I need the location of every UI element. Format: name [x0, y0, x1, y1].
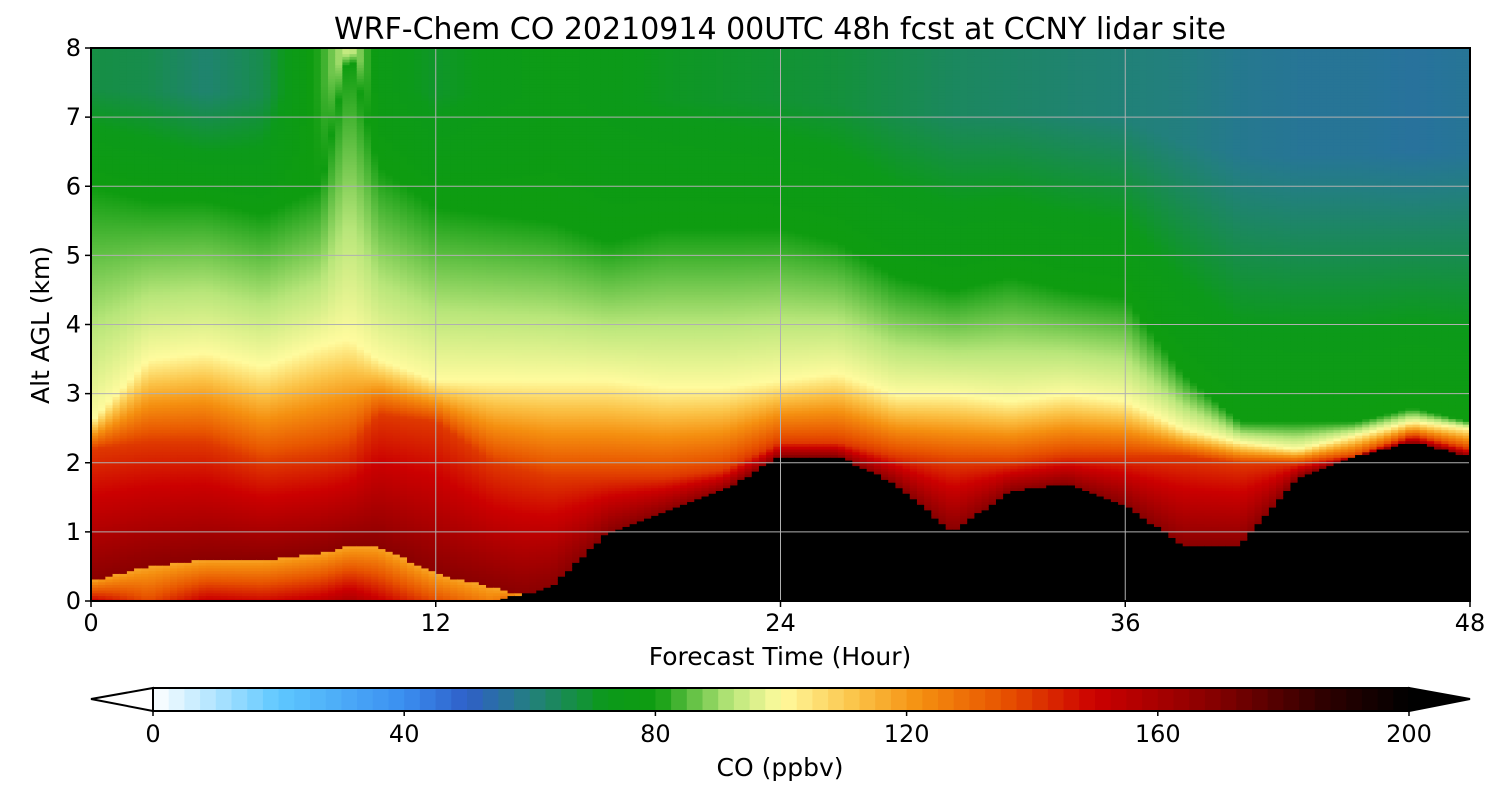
plot-area	[91, 48, 1471, 602]
chart-title: WRF-Chem CO 20210914 00UTC 48h fcst at C…	[334, 12, 1226, 47]
